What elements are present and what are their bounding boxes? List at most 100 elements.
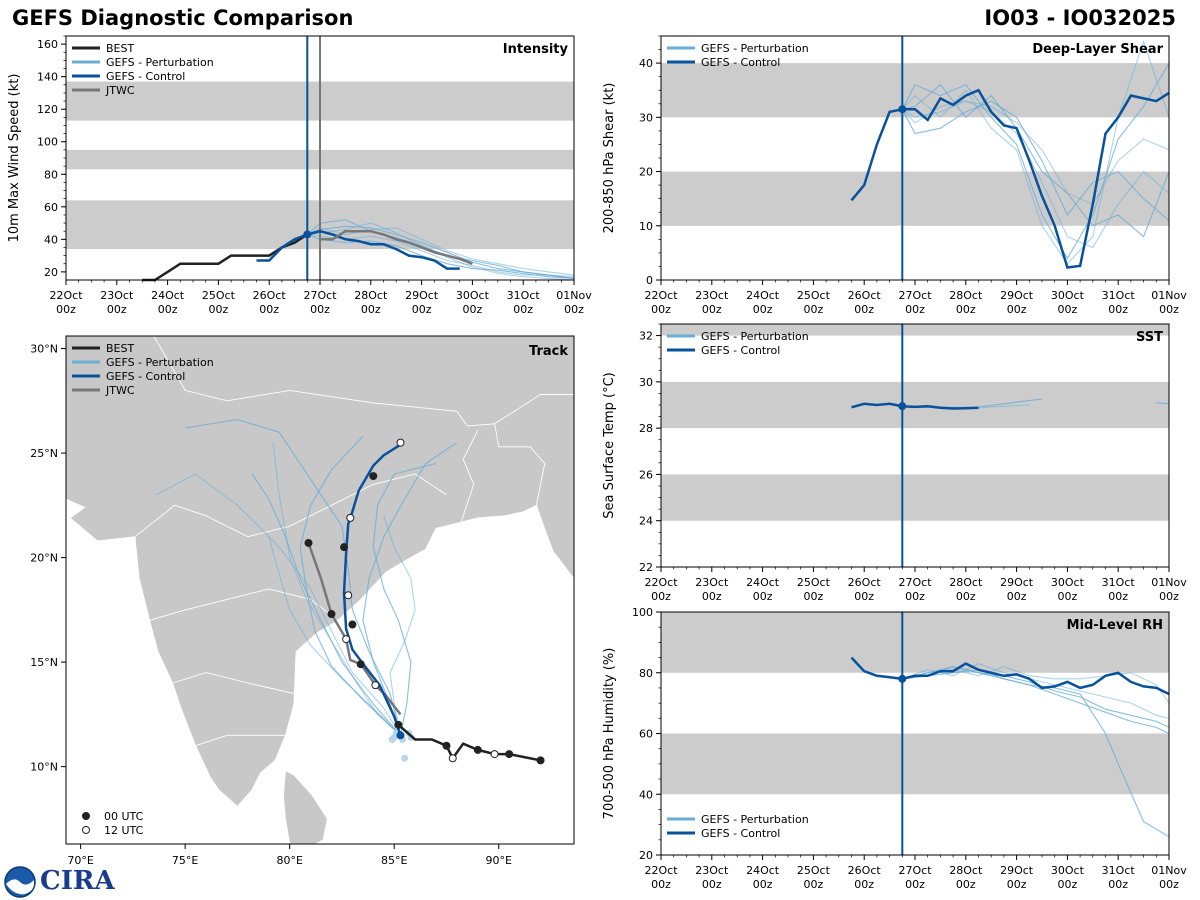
y-tick-label: 30 bbox=[639, 111, 653, 124]
perturbation-line bbox=[902, 100, 1170, 205]
admin-boundary bbox=[195, 734, 286, 747]
best-00utc-point bbox=[473, 745, 482, 754]
x-tick-label: 80°E bbox=[276, 854, 302, 867]
x-tick-label: 22Oct 00z bbox=[49, 289, 83, 316]
jtwc-00utc-point bbox=[304, 538, 313, 547]
y-tick-label: 32 bbox=[639, 330, 653, 343]
marker-legend-12utc bbox=[82, 826, 90, 834]
x-tick-label: 23Oct 00z bbox=[695, 576, 729, 603]
control-12utc-point bbox=[344, 591, 353, 600]
x-tick-label: 27Oct 00z bbox=[303, 289, 337, 316]
control-12utc-point bbox=[396, 438, 405, 447]
control-init-point bbox=[898, 674, 907, 683]
y-axis-label: 200-850 hPa Shear (kt) bbox=[602, 83, 617, 234]
y-tick-label: 40 bbox=[639, 788, 653, 801]
y-tick-label: 20 bbox=[639, 166, 653, 179]
x-tick-label: 01Nov 00z bbox=[556, 289, 592, 316]
x-tick-label: 31Oct 00z bbox=[1102, 289, 1136, 316]
plot-area bbox=[661, 324, 1169, 567]
x-tick-label: 28Oct 00z bbox=[949, 864, 983, 891]
y-axis-label: Sea Surface Temp (°C) bbox=[602, 372, 617, 519]
admin-boundary bbox=[460, 429, 479, 523]
best-00utc-point bbox=[442, 741, 451, 750]
jtwc-12utc-point bbox=[371, 681, 380, 690]
x-tick-label: 30Oct 00z bbox=[1051, 576, 1085, 603]
perturbation-track bbox=[155, 473, 401, 736]
gefs-control-line bbox=[851, 402, 979, 410]
x-tick-label: 23Oct 00z bbox=[695, 289, 729, 316]
panel-title: Deep-Layer Shear bbox=[1032, 42, 1163, 57]
perturbation-track bbox=[185, 419, 402, 736]
shaded-band bbox=[661, 733, 1169, 795]
perturbation-start-point bbox=[401, 754, 409, 762]
legend-label-jtwc: JTWC bbox=[105, 384, 135, 397]
legend-label-gefs-perturbation: GEFS - Perturbation bbox=[701, 330, 809, 343]
map-frame bbox=[65, 335, 575, 845]
x-tick-label: 27Oct 00z bbox=[898, 289, 932, 316]
x-tick-label: 22Oct 00z bbox=[644, 864, 678, 891]
x-tick-label: 24Oct 00z bbox=[746, 576, 780, 603]
shaded-band bbox=[661, 474, 1169, 521]
x-tick-label: 28Oct 00z bbox=[949, 576, 983, 603]
page-title: GEFS Diagnostic Comparison bbox=[12, 6, 354, 30]
y-tick-label: 100 bbox=[37, 136, 58, 149]
legend-label-gefs-control: GEFS - Control bbox=[701, 827, 780, 840]
legend-label-gefs-control: GEFS - Control bbox=[106, 70, 185, 83]
y-tick-label: 40 bbox=[44, 233, 58, 246]
panel-track: 70°E 75°E 80°E 85°E 90°E 10°N 15°N 20°N 25°N 30°N… bbox=[30, 335, 575, 867]
legend-label-gefs-control: GEFS - Control bbox=[701, 344, 780, 357]
y-tick-label: 30°N bbox=[30, 343, 58, 356]
x-tick-label: 30Oct 00z bbox=[1051, 289, 1085, 316]
map-area bbox=[66, 336, 574, 844]
legend-label-jtwc: JTWC bbox=[105, 84, 135, 97]
x-tick-label: 24Oct 00z bbox=[746, 864, 780, 891]
y-tick-label: 60 bbox=[639, 728, 653, 741]
x-tick-label: 24Oct 00z bbox=[151, 289, 185, 316]
y-tick-label: 0 bbox=[646, 274, 653, 287]
y-tick-label: 100 bbox=[632, 606, 653, 619]
control-00utc-point bbox=[340, 543, 349, 552]
legend-label-gefs-perturbation: GEFS - Perturbation bbox=[106, 356, 214, 369]
shaded-band bbox=[661, 171, 1169, 226]
y-tick-label: 15°N bbox=[30, 656, 58, 669]
x-tick-label: 25Oct 00z bbox=[797, 289, 831, 316]
legend-label-best: BEST bbox=[106, 342, 134, 355]
panel-title: Mid-Level RH bbox=[1067, 618, 1163, 633]
y-tick-label: 160 bbox=[37, 38, 58, 51]
x-tick-label: 26Oct 00z bbox=[848, 289, 882, 316]
admin-boundary bbox=[172, 672, 295, 694]
x-tick-label: 28Oct 00z bbox=[949, 289, 983, 316]
land bbox=[66, 336, 574, 807]
panel-intensity: 20 40 60 80 100 120 140 160 22Oct 00z 23Oct 00z 24Oc… bbox=[7, 35, 592, 316]
x-tick-label: 23Oct 00z bbox=[695, 864, 729, 891]
cira-logo-text: CIRA bbox=[40, 866, 115, 896]
control-00utc-point bbox=[369, 472, 378, 481]
x-tick-label: 31Oct 00z bbox=[1102, 864, 1136, 891]
perturbation-line bbox=[902, 666, 1170, 734]
y-tick-label: 26 bbox=[639, 468, 653, 481]
x-tick-label: 24Oct 00z bbox=[746, 289, 780, 316]
perturbation-track bbox=[251, 473, 401, 736]
y-tick-label: 28 bbox=[639, 422, 653, 435]
y-tick-label: 80 bbox=[639, 667, 653, 680]
x-tick-label: 28Oct 00z bbox=[354, 289, 388, 316]
y-tick-label: 24 bbox=[639, 515, 653, 528]
x-tick-label: 27Oct 00z bbox=[898, 576, 932, 603]
legend-label-gefs-perturbation: GEFS - Perturbation bbox=[701, 813, 809, 826]
legend-label-gefs-perturbation: GEFS - Perturbation bbox=[701, 42, 809, 55]
admin-boundary bbox=[134, 473, 447, 538]
admin-boundary bbox=[149, 588, 339, 621]
x-tick-label: 27Oct 00z bbox=[898, 864, 932, 891]
y-tick-label: 120 bbox=[37, 103, 58, 116]
x-tick-label: 29Oct 00z bbox=[1000, 864, 1034, 891]
marker-legend-label: 12 UTC bbox=[104, 824, 144, 837]
shaded-band bbox=[661, 381, 1169, 429]
x-tick-label: 70°E bbox=[67, 854, 93, 867]
y-tick-label: 10°N bbox=[30, 761, 58, 774]
perturbation-track bbox=[383, 515, 416, 736]
x-tick-label: 26Oct 00z bbox=[253, 289, 287, 316]
perturbation-line bbox=[902, 84, 1170, 238]
x-tick-label: 01Nov 00z bbox=[1151, 576, 1187, 603]
control-init-point bbox=[396, 731, 405, 740]
best-12utc-point bbox=[490, 750, 499, 759]
